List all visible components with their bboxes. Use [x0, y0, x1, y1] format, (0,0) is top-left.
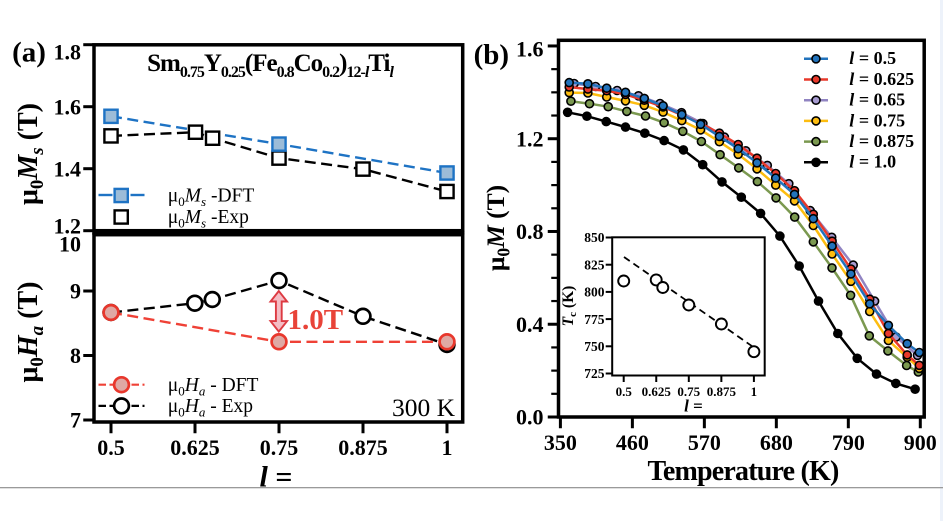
svg-text:1.8: 1.8 [54, 40, 82, 65]
svg-text:680: 680 [760, 430, 793, 455]
svg-text:l = 0.875: l = 0.875 [849, 131, 914, 151]
svg-text:l =: l = [684, 397, 703, 416]
svg-text:8: 8 [70, 343, 81, 368]
svg-text:0.75: 0.75 [677, 384, 700, 399]
svg-text:μ0Ms -Exp: μ0Ms -Exp [168, 207, 249, 231]
svg-text:1.6: 1.6 [516, 36, 544, 61]
svg-text:725: 725 [584, 366, 605, 381]
svg-text:μ0Ms -DFT: μ0Ms -DFT [168, 185, 255, 209]
svg-text:1.2: 1.2 [54, 214, 82, 239]
svg-text:460: 460 [616, 430, 649, 455]
svg-text:(a): (a) [12, 37, 46, 69]
svg-text:750: 750 [584, 339, 605, 354]
svg-text:Temperature (K): Temperature (K) [648, 456, 839, 487]
svg-text:1: 1 [442, 435, 453, 460]
svg-text:1.0T: 1.0T [288, 304, 344, 336]
svg-text:300 K: 300 K [392, 393, 456, 422]
svg-text:775: 775 [584, 312, 605, 327]
svg-text:1.4: 1.4 [54, 156, 82, 181]
svg-text:l = 0.625: l = 0.625 [849, 69, 914, 89]
svg-text:l = 0.75: l = 0.75 [849, 110, 905, 130]
svg-text:l = 1.0: l = 1.0 [849, 152, 896, 172]
svg-text:0.625: 0.625 [170, 435, 220, 460]
svg-text:0.75: 0.75 [260, 435, 299, 460]
svg-text:0.0: 0.0 [516, 405, 544, 430]
svg-text:μ0M (T): μ0M (T) [481, 185, 514, 271]
svg-text:10: 10 [59, 232, 81, 257]
svg-text:350: 350 [544, 430, 577, 455]
svg-text:0.4: 0.4 [516, 312, 544, 337]
svg-text:μ0Ha - DFT: μ0Ha - DFT [168, 375, 259, 399]
svg-text:l = 0.65: l = 0.65 [849, 90, 905, 110]
svg-text:l = 0.5: l = 0.5 [849, 48, 896, 68]
svg-text:(b): (b) [474, 39, 509, 71]
svg-text:Tc (K): Tc (K) [560, 286, 579, 327]
svg-text:790: 790 [832, 430, 865, 455]
svg-text:9: 9 [70, 279, 81, 304]
svg-text:1: 1 [751, 384, 758, 399]
svg-text:0.875: 0.875 [707, 384, 737, 399]
svg-text:μ0Ha - Exp: μ0Ha - Exp [168, 396, 253, 420]
svg-text:0.5: 0.5 [97, 435, 125, 460]
svg-text:0.5: 0.5 [616, 384, 633, 399]
svg-text:570: 570 [688, 430, 721, 455]
svg-text:1.2: 1.2 [516, 126, 544, 151]
svg-text:l =: l = [260, 461, 293, 494]
svg-text:850: 850 [584, 230, 605, 245]
svg-text:800: 800 [584, 285, 605, 300]
svg-text:0.8: 0.8 [516, 219, 544, 244]
svg-text:1.6: 1.6 [54, 94, 82, 119]
svg-text:0.875: 0.875 [338, 435, 388, 460]
svg-text:μ0Ms (T): μ0Ms (T) [13, 103, 48, 205]
svg-text:825: 825 [584, 257, 605, 272]
svg-text:7: 7 [70, 408, 81, 433]
svg-text:900: 900 [904, 430, 937, 455]
svg-text:0.625: 0.625 [642, 384, 672, 399]
